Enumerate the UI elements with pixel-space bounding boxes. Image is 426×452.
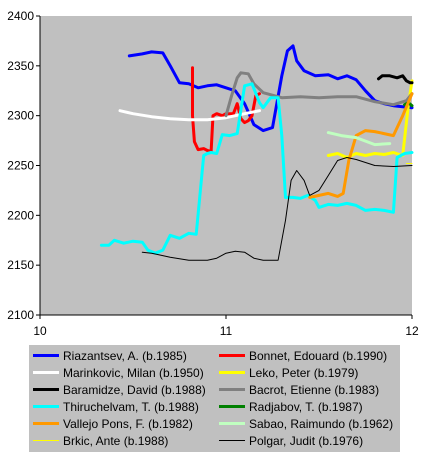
legend-swatch (33, 371, 59, 374)
legend-label: Bonnet, Edouard (b.1990) (249, 349, 387, 363)
legend-label: Baramidze, David (b.1988) (63, 383, 206, 397)
legend-swatch (219, 405, 245, 408)
legend-swatch (219, 388, 245, 391)
legend-label: Bacrot, Etienne (b.1983) (249, 383, 379, 397)
legend-label: Vallejo Pons, F. (b.1982) (63, 417, 193, 431)
legend-item: Brkic, Ante (b.1988) (33, 432, 168, 449)
legend-swatch (33, 354, 59, 357)
x-tick-label: 11 (220, 324, 233, 338)
legend-item: Marinkovic, Milan (b.1950) (33, 364, 204, 381)
legend-label: Polgar, Judit (b.1976) (249, 434, 363, 448)
legend-label: Brkic, Ante (b.1988) (63, 434, 168, 448)
plot-area (40, 16, 412, 315)
legend-item: Vallejo Pons, F. (b.1982) (33, 415, 193, 432)
legend-swatch (33, 405, 59, 408)
legend-item: Leko, Peter (b.1979) (219, 364, 358, 381)
legend-swatch (33, 388, 59, 391)
y-tick-label: 2200 (7, 208, 34, 222)
y-tick-label: 2100 (7, 308, 34, 322)
legend-label: Marinkovic, Milan (b.1950) (63, 366, 204, 380)
legend-item: Thiruchelvam, T. (b.1988) (33, 398, 199, 415)
legend-item: Bacrot, Etienne (b.1983) (219, 381, 379, 398)
legend-label: Riazantsev, A. (b.1985) (63, 349, 187, 363)
y-tick-label: 2300 (7, 109, 34, 123)
legend-swatch (219, 371, 245, 374)
x-tick-label: 10 (33, 324, 47, 338)
y-tick-label: 2350 (7, 59, 34, 73)
legend-label: Leko, Peter (b.1979) (249, 366, 358, 380)
legend-item: Radjabov, T. (b.1987) (219, 398, 363, 415)
legend-swatch (33, 422, 59, 425)
rating-chart: 2100 2150 2200 2250 2300 2350 2400 10 11 12 (0, 0, 426, 345)
legend-label: Sabao, Raimundo (b.1962) (249, 417, 393, 431)
legend-label: Thiruchelvam, T. (b.1988) (63, 400, 199, 414)
y-tick-label: 2150 (7, 258, 34, 272)
y-axis: 2100 2150 2200 2250 2300 2350 2400 (7, 9, 40, 322)
y-tick-label: 2400 (7, 9, 34, 23)
legend-swatch (219, 354, 245, 357)
legend-item: Baramidze, David (b.1988) (33, 381, 206, 398)
x-tick-label: 12 (405, 324, 419, 338)
legend-item: Polgar, Judit (b.1976) (219, 432, 363, 449)
legend-item: Riazantsev, A. (b.1985) (33, 347, 187, 364)
legend-swatch (33, 440, 59, 441)
legend-swatch (219, 440, 245, 441)
legend-item: Sabao, Raimundo (b.1962) (219, 415, 393, 432)
legend: Riazantsev, A. (b.1985) Bonnet, Edouard (… (29, 345, 400, 452)
legend-label: Radjabov, T. (b.1987) (249, 400, 363, 414)
x-axis: 10 11 12 (33, 315, 419, 338)
y-tick-label: 2250 (7, 159, 34, 173)
legend-item: Bonnet, Edouard (b.1990) (219, 347, 387, 364)
legend-swatch (219, 422, 245, 425)
